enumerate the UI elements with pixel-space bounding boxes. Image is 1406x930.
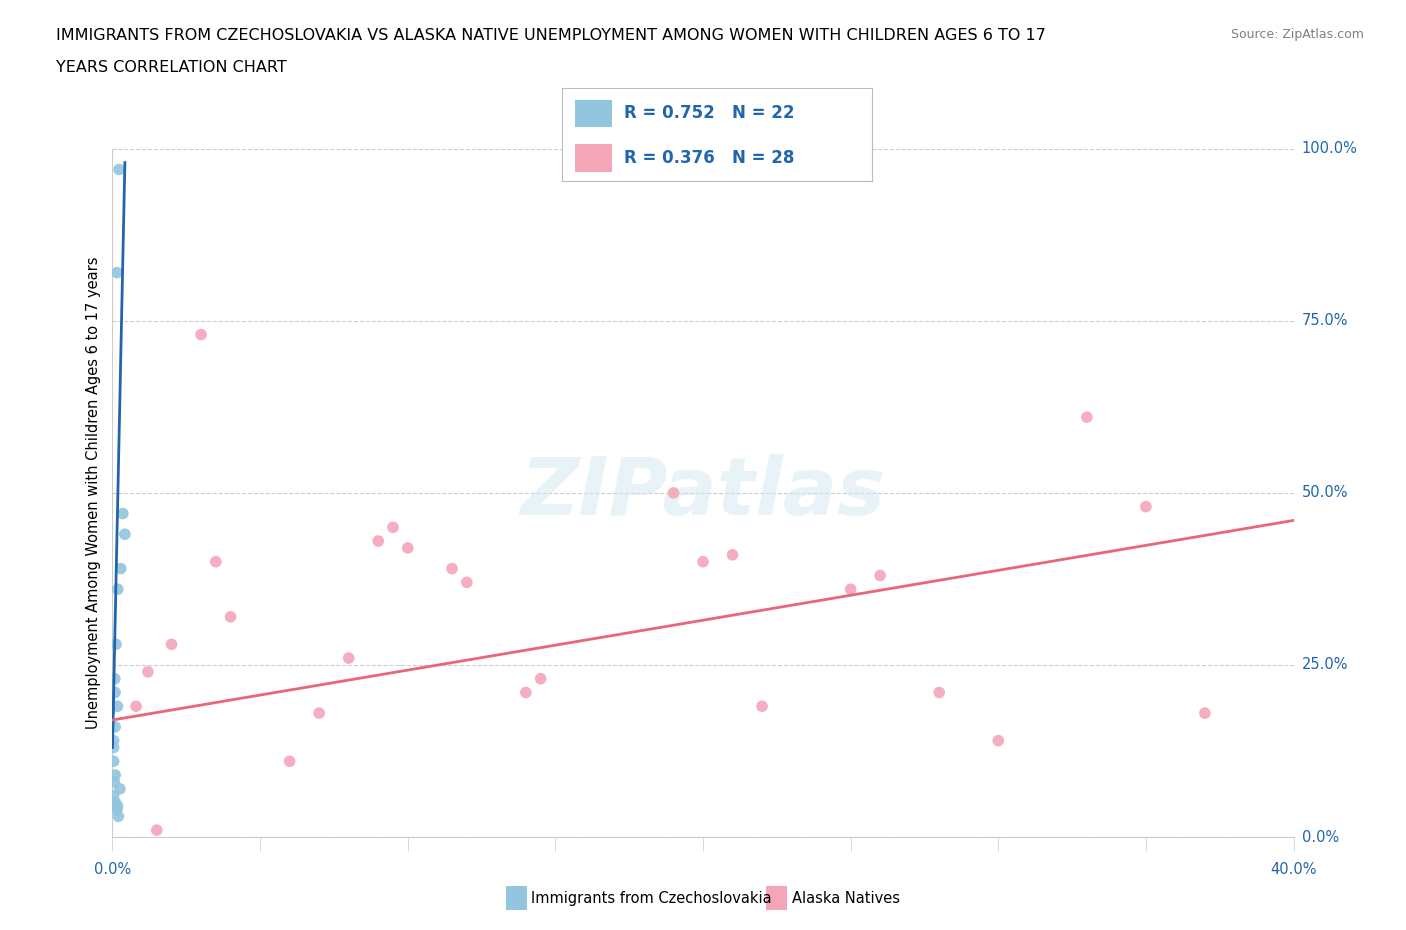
Text: Immigrants from Czechoslovakia: Immigrants from Czechoslovakia <box>531 891 772 906</box>
Point <box>103 740 125 755</box>
Point <box>114 526 136 541</box>
Point <box>104 720 127 735</box>
Point <box>382 520 405 535</box>
Text: 0.0%: 0.0% <box>1302 830 1339 844</box>
Point <box>219 609 242 624</box>
Point <box>869 568 891 583</box>
Text: R = 0.376   N = 28: R = 0.376 N = 28 <box>624 149 794 167</box>
Point <box>103 775 125 790</box>
Point <box>529 671 551 686</box>
Text: 0.0%: 0.0% <box>94 862 131 877</box>
Point <box>1135 499 1157 514</box>
Y-axis label: Unemployment Among Women with Children Ages 6 to 17 years: Unemployment Among Women with Children A… <box>86 257 101 729</box>
Point <box>103 754 125 769</box>
Point <box>105 637 128 652</box>
Text: R = 0.752   N = 22: R = 0.752 N = 22 <box>624 104 794 123</box>
FancyBboxPatch shape <box>575 100 612 127</box>
Point <box>104 767 127 782</box>
Point <box>105 265 128 280</box>
Text: 75.0%: 75.0% <box>1302 313 1348 328</box>
Point <box>839 582 862 597</box>
Point <box>190 327 212 342</box>
Point <box>146 823 169 838</box>
Point <box>721 548 744 563</box>
Point <box>1194 706 1216 721</box>
Point <box>1076 410 1098 425</box>
Point <box>928 685 950 700</box>
Text: Alaska Natives: Alaska Natives <box>792 891 900 906</box>
Point <box>692 554 714 569</box>
Point <box>107 582 129 597</box>
Point <box>337 651 360 666</box>
Point <box>441 561 464 576</box>
Text: 40.0%: 40.0% <box>1270 862 1317 877</box>
Point <box>136 664 159 679</box>
Point <box>107 809 129 824</box>
Point <box>103 733 125 748</box>
Text: 25.0%: 25.0% <box>1302 658 1348 672</box>
Point <box>103 789 125 804</box>
Point <box>308 706 330 721</box>
Point <box>396 540 419 555</box>
Point <box>105 802 128 817</box>
Point <box>125 698 148 713</box>
Point <box>278 754 301 769</box>
Text: IMMIGRANTS FROM CZECHOSLOVAKIA VS ALASKA NATIVE UNEMPLOYMENT AMONG WOMEN WITH CH: IMMIGRANTS FROM CZECHOSLOVAKIA VS ALASKA… <box>56 28 1046 43</box>
Point <box>110 561 132 576</box>
Point <box>107 698 129 713</box>
Point <box>160 637 183 652</box>
FancyBboxPatch shape <box>575 144 612 172</box>
Text: YEARS CORRELATION CHART: YEARS CORRELATION CHART <box>56 60 287 75</box>
Point <box>515 685 537 700</box>
Point <box>111 506 134 521</box>
Point <box>108 162 131 177</box>
Point <box>205 554 228 569</box>
Text: 50.0%: 50.0% <box>1302 485 1348 500</box>
Point <box>104 685 127 700</box>
Point <box>662 485 685 500</box>
Text: 100.0%: 100.0% <box>1302 141 1358 156</box>
Text: Source: ZipAtlas.com: Source: ZipAtlas.com <box>1230 28 1364 41</box>
Point <box>987 733 1010 748</box>
Point <box>751 698 773 713</box>
Text: ZIPatlas: ZIPatlas <box>520 454 886 532</box>
Point <box>108 781 131 796</box>
Point <box>104 795 127 810</box>
Point <box>456 575 478 590</box>
Point <box>107 799 129 814</box>
Point <box>104 671 127 686</box>
Point <box>367 534 389 549</box>
